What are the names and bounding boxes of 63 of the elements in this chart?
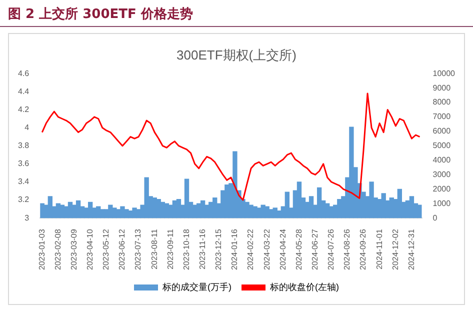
x-tick-label: 2023-02-08	[53, 228, 62, 270]
legend-label: 标的成交量(万手)	[162, 282, 232, 292]
y-tick-label: 3.8	[18, 141, 30, 150]
bar	[417, 204, 422, 218]
y2-tick-label: 1000	[432, 198, 452, 208]
y-tick-label: 3.2	[18, 195, 30, 204]
y2-tick-label: 8000	[432, 98, 452, 107]
x-tick-label: 2023-07-13	[134, 228, 143, 270]
bar	[308, 196, 314, 218]
x-tick-label: 2024-03-22	[262, 228, 272, 270]
y-tick-label: 4.6	[18, 68, 30, 78]
y2-tick-label: 2000	[432, 184, 452, 194]
y2-tick-label: 9000	[432, 83, 452, 92]
y-tick-label: 3.4	[18, 177, 30, 186]
x-tick-label: 2024-12-31	[406, 228, 416, 270]
x-tick-label: 2024-02-22	[246, 228, 256, 270]
chart-subtitle: 300ETF期权(上交所)	[176, 47, 296, 62]
bar	[316, 187, 322, 218]
y2-tick-label: 3000	[432, 170, 452, 179]
y2-tick-label: 6000	[432, 126, 452, 136]
x-tick-label: 2023-09-11	[166, 228, 175, 270]
chart-title: 图 2 上交所 300ETF 价格走势	[0, 0, 473, 27]
bar	[369, 182, 374, 218]
bar	[397, 188, 402, 218]
y-tick-label: 4.2	[18, 104, 30, 114]
x-tick-label: 2024-05-28	[294, 228, 304, 270]
y2-tick-label: 7000	[432, 112, 452, 122]
x-tick-label: 2023-12-15	[214, 228, 224, 270]
bar	[48, 196, 53, 218]
bar	[120, 206, 125, 218]
bar	[108, 204, 113, 218]
y-tick-label: 4.4	[18, 86, 30, 96]
x-tick-label: 2023-03-09	[69, 228, 78, 270]
y2-tick-label: 4000	[432, 155, 452, 164]
x-tick-label: 2024-07-26	[326, 228, 336, 270]
x-tick-label: 2024-06-27	[310, 228, 320, 270]
x-tick-label: 2024-08-26	[342, 228, 352, 270]
x-tick-label: 2023-08-11	[150, 228, 159, 270]
y2-tick-label: 0	[432, 213, 438, 222]
bar	[296, 182, 302, 218]
x-tick-label: 2023-05-12	[102, 228, 111, 270]
x-tick-label: 2024-11-01	[374, 228, 384, 270]
x-tick-label: 2024-01-16	[230, 228, 240, 270]
y2-tick-label: 5000	[432, 141, 452, 150]
bar	[284, 192, 290, 218]
x-tick-label: 2023-06-12	[118, 228, 127, 270]
x-tick-label: 2023-01-03	[37, 228, 46, 270]
legend-label: 标的收盘价(左轴)	[269, 282, 339, 292]
y-tick-label: 4	[24, 122, 30, 132]
x-tick-label: 2023-04-10	[86, 228, 95, 270]
bar	[349, 126, 354, 218]
x-tick-label: 2024-09-26	[358, 228, 368, 270]
bar	[184, 178, 190, 218]
x-tick-label: 2023-10-18	[182, 228, 191, 270]
y-tick-label: 3.6	[18, 159, 30, 168]
y-tick-label: 3	[24, 213, 30, 222]
y2-tick-label: 10000	[432, 68, 456, 78]
x-tick-label: 2023-11-16	[198, 228, 208, 270]
x-tick-label: 2024-12-02	[390, 228, 400, 270]
bar	[260, 204, 266, 218]
x-tick-label: 2024-04-24	[278, 228, 288, 270]
bar	[144, 177, 149, 218]
bar	[232, 151, 238, 218]
